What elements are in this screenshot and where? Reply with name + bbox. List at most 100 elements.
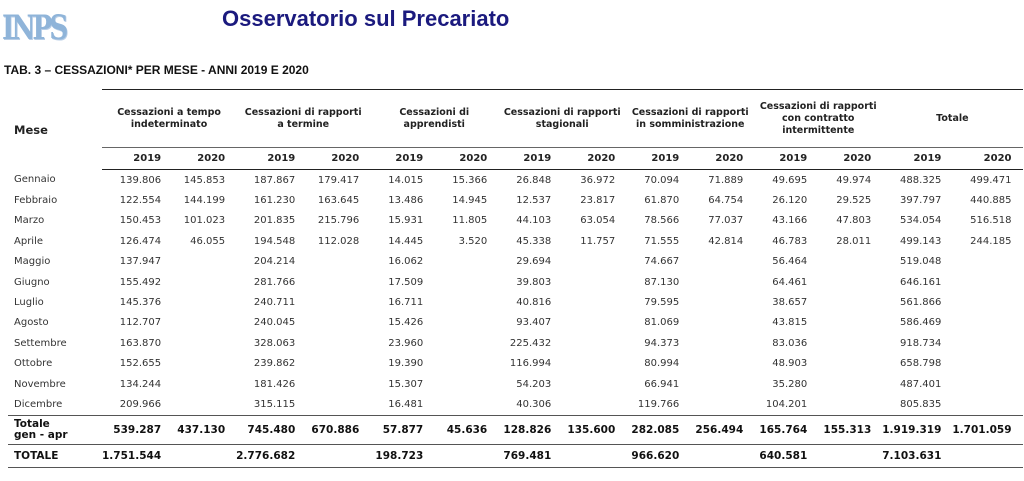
year-header: 2020	[690, 147, 755, 170]
value-cell	[952, 354, 1022, 374]
value-cell: 45.338	[516, 235, 552, 247]
partial-total-cell: 282.085	[626, 414, 691, 445]
value-cell: 122.554	[119, 195, 162, 207]
value-cell: 534.054	[900, 215, 942, 227]
value-cell: 209.966	[119, 398, 162, 410]
value-cell: 15.931	[388, 215, 424, 227]
value-cell: 194.548	[253, 235, 296, 247]
value-cell: 28.011	[836, 235, 872, 247]
value-cell	[306, 252, 370, 272]
value-cell	[306, 292, 370, 312]
table-row: Gennaio 139.806 145.853 187.867 179.417 14.01…	[8, 170, 1023, 191]
grand-total-cell: 769.481	[498, 444, 563, 468]
value-cell: 71.555	[644, 235, 680, 247]
value-cell: 561.866	[900, 297, 942, 309]
year-header: 2019	[882, 147, 953, 170]
value-cell	[434, 333, 498, 353]
value-cell	[562, 292, 626, 312]
value-cell	[690, 272, 754, 292]
value-cell: 29.525	[836, 195, 872, 207]
partial-total-cell: 128.826	[498, 414, 563, 445]
value-cell: 215.796	[317, 215, 360, 227]
year-header: 2020	[434, 147, 499, 170]
value-cell: 101.023	[183, 215, 226, 227]
value-cell	[818, 252, 882, 272]
value-cell	[562, 313, 626, 333]
value-cell: 61.870	[644, 195, 680, 207]
value-cell: 38.657	[772, 297, 808, 309]
value-cell	[818, 313, 882, 333]
value-cell	[172, 333, 236, 353]
value-cell	[690, 313, 754, 333]
group-header: Cessazioni di rapporti in somministrazio…	[626, 89, 755, 148]
value-cell	[952, 272, 1022, 292]
value-cell	[172, 292, 236, 312]
table-row: Marzo 150.453 101.023 201.835 215.796 15.931 1…	[8, 211, 1023, 231]
value-cell: 26.120	[772, 195, 808, 207]
year-header: 2020	[562, 147, 627, 170]
grand-total-cell	[818, 444, 883, 468]
value-cell	[562, 374, 626, 394]
year-header: 2020	[818, 147, 883, 170]
value-cell	[434, 313, 498, 333]
year-header: 2020	[952, 147, 1023, 170]
partial-total-cell: 437.130	[172, 414, 237, 445]
value-cell	[818, 394, 882, 415]
group-header: Cessazioni di rapporti a termine	[236, 89, 371, 148]
grand-total-cell	[952, 444, 1023, 468]
value-cell: 15.426	[388, 317, 424, 329]
value-cell: 14.945	[452, 195, 488, 207]
year-header: 2019	[754, 147, 819, 170]
value-cell: 77.037	[708, 215, 744, 227]
partial-total-cell: 57.877	[370, 414, 435, 445]
value-cell: 488.325	[900, 174, 942, 186]
value-cell: 163.645	[317, 195, 360, 207]
value-cell: 805.835	[900, 398, 942, 410]
inps-logo: INPS	[2, 8, 68, 48]
value-cell: 646.161	[900, 276, 942, 288]
value-cell: 78.566	[644, 215, 680, 227]
value-cell: 49.695	[772, 174, 808, 186]
year-header: 2019	[498, 147, 563, 170]
value-cell: 63.054	[580, 215, 616, 227]
value-cell: 74.667	[644, 256, 680, 268]
value-cell	[818, 374, 882, 394]
value-cell: 43.815	[772, 317, 808, 329]
partial-total-cell: 670.886	[306, 414, 371, 445]
value-cell	[172, 354, 236, 374]
grand-total-cell: 7.103.631	[882, 444, 953, 468]
value-cell	[306, 374, 370, 394]
value-cell: 586.469	[900, 317, 942, 329]
value-cell: 49.974	[836, 174, 872, 186]
month-cell: Marzo	[14, 215, 45, 227]
table-row: Dicembre 209.966 315.115 16.481 40.306 119.76…	[8, 394, 1023, 415]
value-cell: 139.806	[119, 174, 162, 186]
partial-total-label-line2: gen - apr	[14, 428, 68, 441]
value-cell: 66.941	[644, 378, 680, 390]
grand-total-cell	[690, 444, 755, 468]
value-cell	[172, 252, 236, 272]
value-cell: 17.509	[388, 276, 424, 288]
value-cell: 13.486	[388, 195, 424, 207]
year-header: 2019	[626, 147, 691, 170]
value-cell: 144.199	[183, 195, 226, 207]
value-cell: 16.481	[388, 398, 424, 410]
grand-total-cell: 966.620	[626, 444, 691, 468]
value-cell	[562, 394, 626, 415]
value-cell: 46.055	[190, 235, 226, 247]
value-cell: 39.803	[516, 276, 552, 288]
month-cell: Settembre	[14, 337, 67, 349]
value-cell: 94.373	[644, 337, 680, 349]
value-cell: 201.835	[253, 215, 296, 227]
table-title: TAB. 3 – CESSAZIONI* PER MESE - ANNI 201…	[4, 63, 309, 77]
cessazioni-table: Mese Cessazioni a tempo indeterminato Ces…	[8, 89, 1023, 468]
value-cell: 16.711	[388, 297, 424, 309]
value-cell: 397.797	[900, 195, 942, 207]
value-cell: 23.960	[388, 337, 424, 349]
value-cell: 14.445	[388, 235, 424, 247]
value-cell: 79.595	[644, 297, 680, 309]
value-cell: 155.492	[119, 276, 162, 288]
value-cell: 23.817	[580, 195, 616, 207]
value-cell: 47.803	[836, 215, 872, 227]
group-header: Cessazioni di apprendisti	[370, 89, 499, 148]
